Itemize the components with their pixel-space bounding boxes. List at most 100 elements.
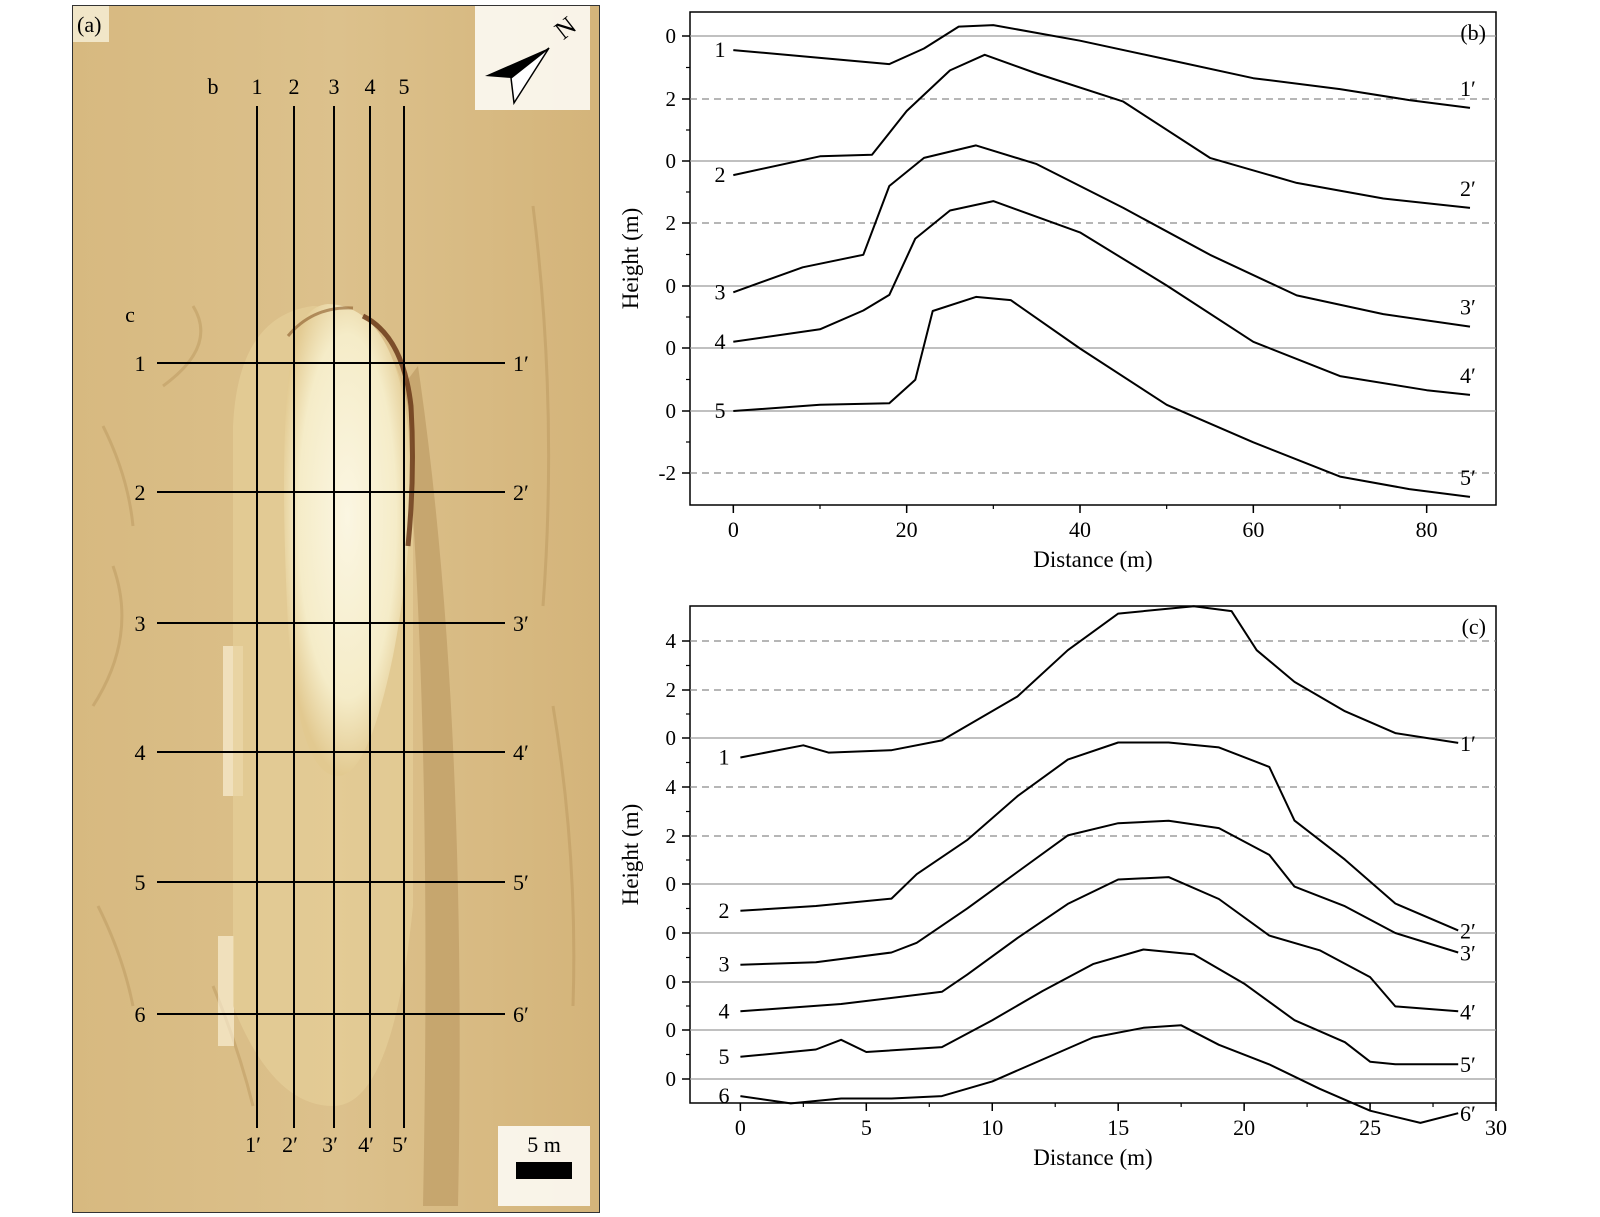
y-tick-label: 0 [666,336,677,360]
y-axis-label: Height (m) [620,208,643,310]
profile-line-1 [740,605,1459,759]
horizontal-profile-start-label: 1 [135,351,146,376]
profile-line-4 [740,876,1459,1013]
vertical-profile-start-label: 2 [289,74,300,99]
profile-end-label: 3′ [1460,941,1476,966]
profile-end-label: 1′ [1460,731,1476,756]
horizontal-profile-start-label: 6 [135,1002,146,1027]
profile-start-label: 3 [715,279,726,304]
horizontal-profile-end-label: 2′ [513,480,529,505]
x-axis-label: Distance (m) [1033,547,1152,572]
profile-line-3 [740,819,1459,966]
horizontal-profile-end-label: 4′ [513,740,529,765]
terrain-texture [96,905,135,1007]
y-tick-label: 4 [666,629,677,653]
profile-start-label: 1 [715,37,726,62]
profile-start-label: 4 [719,998,730,1023]
profile-end-label: 3′ [1460,295,1476,320]
y-tick-label: 0 [666,970,677,994]
profile-line-5 [733,295,1471,498]
x-tick-label: 20 [1233,1115,1255,1140]
profile-start-label: 4 [715,329,726,354]
ridge-shadow [403,366,460,1206]
profile-start-label: 2 [715,162,726,187]
profile-end-label: 4′ [1460,363,1476,388]
y-tick-label: 0 [666,274,677,298]
vertical-profile-end-label: 5′ [392,1132,408,1157]
y-tick-label: 0 [666,24,677,48]
y-tick-label: -2 [659,461,677,485]
y-tick-label: 2 [666,824,677,848]
north-arrow-icon [510,47,550,106]
profile-end-label: 1′ [1460,76,1476,101]
profile-start-label: 5 [719,1044,730,1069]
profile-line-6 [740,1024,1459,1124]
north-arrow: N [475,6,590,110]
vertical-profile-start-label: 3 [329,74,340,99]
horizontal-profile-end-label: 3′ [513,611,529,636]
scale-bar-label: 5 m [527,1132,561,1157]
terrain-texture [101,425,135,527]
horizontal-profile-end-label: 1′ [513,351,529,376]
mound-rim [361,313,415,547]
y-tick-label: 0 [666,872,677,896]
mound [284,304,411,776]
profile-set-b-label: b [208,74,219,99]
profile-start-label: 1 [719,745,730,770]
horizontal-profile-start-label: 4 [135,740,146,765]
profile-line-3 [732,144,1471,328]
north-arrow-icon [485,48,549,78]
profile-start-label: 2 [719,898,730,923]
y-tick-label: 4 [666,775,677,799]
terrain-texture [91,565,124,707]
profile-end-label: 5′ [1460,465,1476,490]
vertical-profile-start-label: 1 [252,74,263,99]
profile-end-label: 6′ [1460,1101,1476,1126]
x-tick-label: 60 [1242,517,1264,542]
x-axis-label: Distance (m) [1033,1145,1152,1170]
aerial-image-panel: b 1 1′ 2 2′ 3 3′ 4 4′ 5 5′ c 1 1′ 2 2′ 3 3′ 4 4′ 5 5′ 6 6′ (a) N 5… [72,5,600,1213]
y-tick-label: 2 [666,211,677,235]
horizontal-profile-end-label: 6′ [513,1002,529,1027]
scale-bar-mark [516,1162,572,1179]
y-tick-label: 0 [666,399,677,423]
x-tick-label: 0 [735,1115,746,1140]
aerial-image-svg: b 11′22′33′44′55′c1 1′2 2′3 3′4 4′5 5′6 6′(a) N5… [73,6,599,1212]
profile-end-label: 5′ [1460,1052,1476,1077]
terrain-texture [531,205,551,607]
y-tick-label: 0 [666,149,677,173]
profile-line-5 [740,948,1459,1066]
x-tick-label: 80 [1416,517,1438,542]
vertical-profile-end-label: 3′ [322,1132,338,1157]
y-axis-label: Height (m) [620,804,643,906]
profile-start-label: 6 [719,1083,730,1108]
x-tick-label: 5 [861,1115,872,1140]
profile-start-label: 3 [719,952,730,977]
profile-end-label: 2′ [1460,176,1476,201]
mound-rim [286,306,354,337]
x-tick-label: 10 [981,1115,1003,1140]
scale-bar: 5 m [498,1126,590,1206]
vertical-profile-end-label: 4′ [358,1132,374,1157]
vertical-profile-end-label: 1′ [245,1132,261,1157]
x-tick-label: 40 [1069,517,1091,542]
y-tick-label: 0 [666,921,677,945]
horizontal-profile-start-label: 5 [135,870,146,895]
x-tick-label: 15 [1107,1115,1129,1140]
terrain-texture [162,305,203,388]
plot-frame [689,11,1497,506]
profile-line-1 [733,24,1471,109]
profile-line-2 [733,53,1471,209]
y-tick-label: 2 [666,678,677,702]
profile-end-label: 2′ [1460,918,1476,943]
panel-label-a: (a) [77,12,101,37]
profile-set-c-label: c [125,302,135,327]
panel-label: (b) [1460,20,1486,45]
horizontal-profile-end-label: 5′ [513,870,529,895]
vertical-profile-start-label: 4 [365,74,376,99]
vertical-profile-start-label: 5 [399,74,410,99]
profile-line-4 [733,200,1471,396]
terrain-texture [551,705,576,1007]
plot-frame [689,605,1497,1104]
